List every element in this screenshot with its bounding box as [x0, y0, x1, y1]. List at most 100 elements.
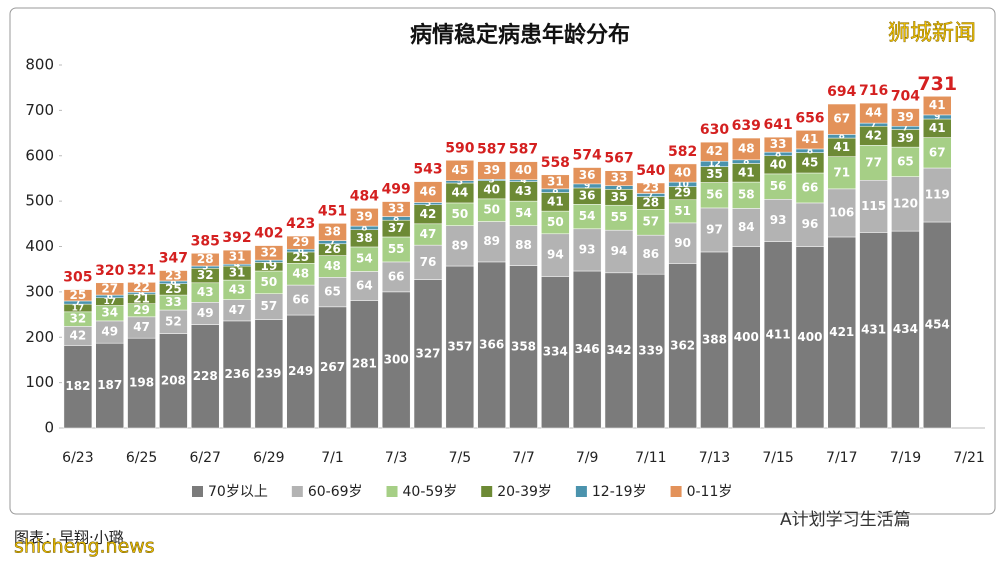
- x-tick-label: 7/17: [826, 450, 857, 466]
- segment-label: 198: [129, 376, 154, 390]
- y-tick-label: 800: [25, 56, 54, 74]
- chart-title: 病情稳定病患年龄分布: [410, 22, 630, 48]
- bar-segment: [350, 208, 379, 227]
- y-tick-label: 300: [25, 282, 54, 300]
- bar-segment: [859, 180, 888, 233]
- x-tick-label: 7/13: [699, 450, 730, 466]
- segment-label: 54: [356, 252, 373, 266]
- segment-label: 31: [229, 266, 246, 280]
- segment-label: 33: [388, 202, 405, 216]
- segment-label: 8: [552, 186, 558, 196]
- segment-label: 9: [584, 181, 590, 191]
- bar-segment: [923, 137, 952, 169]
- y-tick-label: 500: [25, 192, 54, 210]
- segment-label: 228: [193, 369, 218, 383]
- total-label: 704: [891, 89, 920, 105]
- segment-label: 19: [261, 259, 278, 273]
- segment-label: 366: [479, 337, 504, 351]
- total-label: 587: [477, 142, 506, 158]
- legend-label: 60-69岁: [308, 484, 363, 500]
- segment-label: 93: [579, 242, 596, 256]
- bar-segment: [159, 270, 188, 282]
- bar-segment: [190, 253, 220, 267]
- bar-segment: [127, 282, 156, 293]
- segment-label: 35: [611, 190, 628, 204]
- segment-label: 362: [670, 338, 695, 352]
- bar-segment: [604, 272, 634, 429]
- segment-label: 54: [579, 209, 596, 223]
- legend-label: 0-11岁: [687, 484, 733, 500]
- total-label: 590: [445, 140, 474, 156]
- segment-label: 56: [706, 188, 723, 202]
- segment-label: 44: [451, 185, 468, 199]
- y-tick-label: 700: [25, 101, 54, 119]
- bar-segment: [286, 235, 315, 250]
- bar-segment: [700, 251, 729, 429]
- segment-label: 10: [676, 180, 689, 190]
- segment-label: 97: [706, 222, 723, 236]
- x-tick-label: 7/9: [576, 450, 599, 466]
- segment-label: 3: [489, 176, 495, 186]
- segment-label: 21: [133, 291, 150, 305]
- segment-label: 411: [766, 327, 791, 341]
- segment-label: 12: [708, 159, 721, 169]
- bar-segment: [477, 261, 506, 429]
- segment-label: 43: [229, 282, 246, 296]
- segment-label: 58: [738, 188, 755, 202]
- bar-segment: [445, 265, 475, 429]
- segment-label: 281: [352, 357, 377, 371]
- bar-segment: [572, 204, 602, 230]
- segment-label: 65: [897, 154, 914, 168]
- segment-label: 94: [611, 244, 628, 258]
- x-tick-label: 7/19: [890, 450, 921, 466]
- segment-label: 41: [929, 98, 946, 112]
- segment-label: 54: [515, 206, 532, 220]
- bar-segment: [668, 163, 697, 183]
- segment-label: 8: [807, 146, 813, 156]
- bar-segment: [827, 236, 857, 429]
- segment-label: 45: [451, 163, 468, 177]
- bar-segment: [732, 137, 761, 161]
- segment-label: 40: [483, 182, 500, 196]
- segment-label: 57: [642, 215, 659, 229]
- segment-label: 334: [543, 345, 568, 359]
- x-tick-label: 7/7: [512, 450, 535, 466]
- bar-segment: [795, 130, 825, 150]
- x-tick-label: 6/25: [126, 450, 157, 466]
- total-label: 321: [127, 262, 156, 278]
- bar-segment: [923, 221, 952, 429]
- segment-label: 29: [674, 186, 691, 200]
- x-tick-label: 7/3: [385, 450, 408, 466]
- y-tick-label: 400: [25, 237, 54, 255]
- segment-label: 37: [388, 221, 405, 235]
- segment-label: 39: [897, 131, 914, 145]
- y-tick-label: 600: [25, 146, 54, 164]
- bar-segment: [318, 277, 347, 308]
- segment-label: 346: [575, 342, 600, 356]
- y-tick-label: 200: [25, 328, 54, 346]
- segment-label: 22: [133, 280, 150, 294]
- segment-label: 89: [451, 238, 468, 252]
- segment-label: 41: [833, 140, 850, 154]
- segment-label: 31: [229, 250, 246, 264]
- segment-label: 454: [925, 317, 950, 331]
- bar-segment: [413, 279, 443, 429]
- segment-label: 48: [324, 259, 341, 273]
- total-label: 347: [159, 251, 188, 267]
- segment-label: 50: [547, 215, 564, 229]
- x-tick-label: 7/1: [321, 450, 344, 466]
- watermark: 狮城新闻: [888, 21, 976, 46]
- segment-label: 29: [133, 303, 150, 317]
- segment-label: 26: [324, 242, 341, 256]
- segment-label: 49: [197, 306, 214, 320]
- legend-swatch: [481, 486, 493, 497]
- segment-label: 17: [103, 297, 116, 307]
- segment-label: 17: [72, 303, 85, 313]
- segment-label: 182: [65, 379, 90, 393]
- bar-segment: [63, 289, 93, 302]
- segment-label: 5: [425, 199, 431, 209]
- bar-segment: [763, 199, 793, 242]
- segment-label: 119: [925, 187, 950, 201]
- segment-label: 236: [225, 367, 250, 381]
- segment-label: 5: [457, 177, 463, 187]
